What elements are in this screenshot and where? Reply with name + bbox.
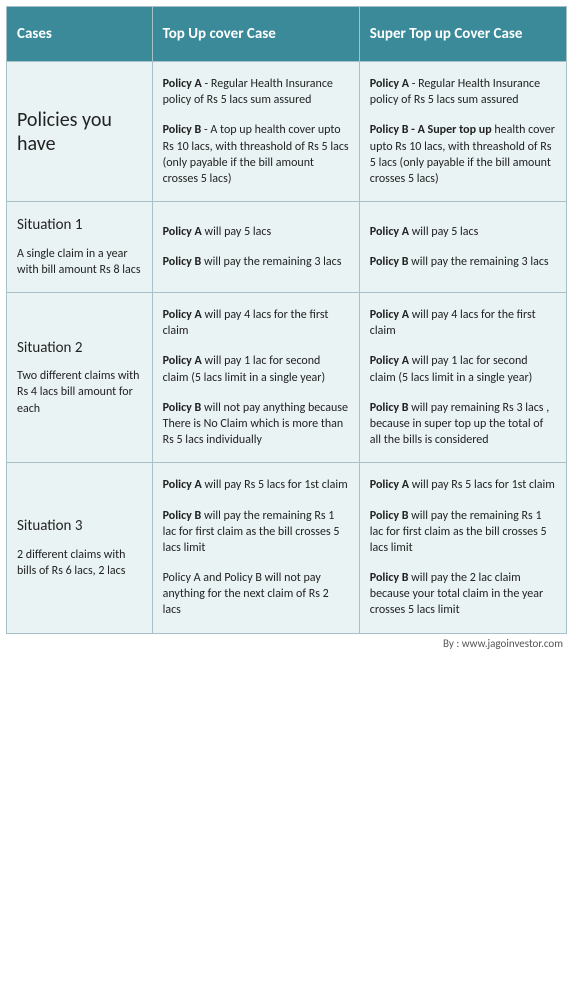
policy-text: will pay Rs 5 lacs for 1st claim (202, 478, 348, 492)
policy-label: Policy A (163, 478, 202, 492)
policy-label: Policy B - A Super top up (370, 123, 492, 137)
policy-para: Policy A will pay 5 lacs (370, 224, 556, 240)
policy-para: Policy B will pay the remaining Rs 1 lac… (370, 508, 556, 557)
case-cell: Policies you have (7, 62, 153, 202)
policy-label: Policy B (370, 401, 409, 415)
policy-label: Policy A (370, 77, 409, 91)
header-cases: Cases (7, 7, 153, 62)
case-cell: Situation 2 Two different claims with Rs … (7, 293, 153, 463)
super-cell: Policy A - Regular Health Insurance poli… (359, 62, 566, 202)
policy-text: Policy A and Policy B will not pay anyth… (163, 571, 329, 617)
table-row: Policies you have Policy A - Regular Heal… (7, 62, 567, 202)
footer-credit: By : www.jagoinvestor.com (6, 637, 567, 650)
policy-para: Policy A - Regular Health Insurance poli… (370, 76, 556, 108)
super-cell: Policy A will pay 5 lacs Policy B will pa… (359, 202, 566, 293)
policy-label: Policy A (370, 308, 409, 322)
case-cell: Situation 3 2 different claims with bills… (7, 463, 153, 633)
policy-para: Policy B will pay the remaining 3 lacs (163, 254, 349, 270)
policy-para: Policy B will pay the remaining Rs 1 lac… (163, 508, 349, 557)
case-title: Policies you have (17, 108, 142, 156)
topup-cell: Policy A will pay 5 lacs Policy B will pa… (152, 202, 359, 293)
policy-text: will pay 5 lacs (409, 225, 478, 239)
policy-label: Policy B (163, 509, 202, 523)
policy-para: Policy B - A top up health cover upto Rs… (163, 122, 349, 187)
policy-para: Policy A will pay 5 lacs (163, 224, 349, 240)
policy-label: Policy A (163, 77, 202, 91)
policy-para: Policy A will pay 1 lac for second claim… (163, 353, 349, 385)
topup-cell: Policy A will pay 4 lacs for the first c… (152, 293, 359, 463)
topup-cell: Policy A will pay Rs 5 lacs for 1st clai… (152, 463, 359, 633)
policy-para: Policy A and Policy B will not pay anyth… (163, 570, 349, 619)
policy-label: Policy A (370, 225, 409, 239)
policy-para: Policy A will pay Rs 5 lacs for 1st clai… (163, 477, 349, 493)
super-cell: Policy A will pay 4 lacs for the first c… (359, 293, 566, 463)
super-cell: Policy A will pay Rs 5 lacs for 1st clai… (359, 463, 566, 633)
case-desc: A single claim in a year with bill amoun… (17, 246, 142, 278)
header-row: Cases Top Up cover Case Super Top up Cov… (7, 7, 567, 62)
policy-para: Policy A will pay 1 lac for second claim… (370, 353, 556, 385)
policy-para: Policy A - Regular Health Insurance poli… (163, 76, 349, 108)
case-cell: Situation 1 A single claim in a year with… (7, 202, 153, 293)
case-desc: 2 different claims with bills of Rs 6 la… (17, 547, 142, 579)
table-row: Situation 1 A single claim in a year with… (7, 202, 567, 293)
topup-cell: Policy A - Regular Health Insurance poli… (152, 62, 359, 202)
policy-text: will pay the remaining 3 lacs (408, 255, 548, 269)
policy-para: Policy A will pay 4 lacs for the first c… (163, 307, 349, 339)
policy-para: Policy B - A Super top up health cover u… (370, 122, 556, 187)
policy-para: Policy B will pay remaining Rs 3 lacs , … (370, 400, 556, 449)
policy-text: will pay the remaining 3 lacs (201, 255, 341, 269)
policy-label: Policy B (370, 571, 409, 585)
policy-text: will pay Rs 5 lacs for 1st claim (409, 478, 555, 492)
policy-label: Policy A (370, 478, 409, 492)
policy-label: Policy A (163, 308, 202, 322)
policy-label: Policy B (163, 123, 202, 137)
policy-label: Policy B (163, 401, 202, 415)
policy-para: Policy A will pay 4 lacs for the first c… (370, 307, 556, 339)
policy-para: Policy B will pay the 2 lac claim becaus… (370, 570, 556, 619)
policy-label: Policy A (163, 354, 202, 368)
header-super: Super Top up Cover Case (359, 7, 566, 62)
policy-label: Policy B (370, 255, 409, 269)
comparison-table: Cases Top Up cover Case Super Top up Cov… (6, 6, 567, 634)
case-desc: Two different claims with Rs 4 lacs bill… (17, 368, 142, 417)
table-row: Situation 3 2 different claims with bills… (7, 463, 567, 633)
policy-para: Policy B will pay the remaining 3 lacs (370, 254, 556, 270)
case-title: Situation 3 (17, 517, 142, 537)
policy-label: Policy B (370, 509, 409, 523)
policy-label: Policy A (370, 354, 409, 368)
policy-para: Policy B will not pay anything because T… (163, 400, 349, 449)
policy-label: Policy B (163, 255, 202, 269)
policy-label: Policy A (163, 225, 202, 239)
policy-text: will pay 5 lacs (202, 225, 271, 239)
header-topup: Top Up cover Case (152, 7, 359, 62)
case-title: Situation 2 (17, 339, 142, 359)
policy-para: Policy A will pay Rs 5 lacs for 1st clai… (370, 477, 556, 493)
case-title: Situation 1 (17, 216, 142, 236)
table-row: Situation 2 Two different claims with Rs … (7, 293, 567, 463)
